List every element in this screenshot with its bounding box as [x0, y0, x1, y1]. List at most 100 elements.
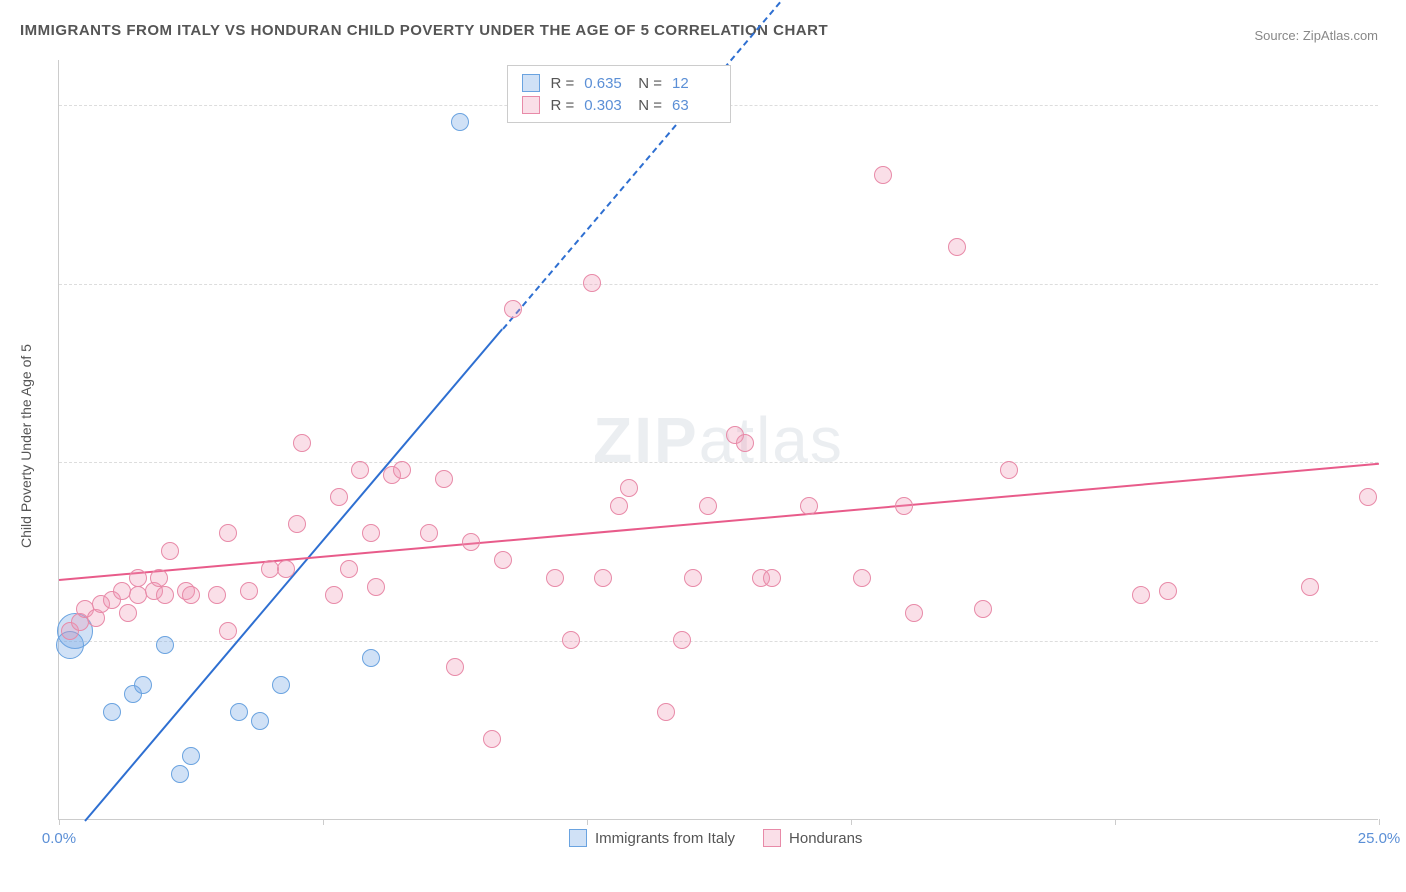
data-point-honduran: [367, 578, 385, 596]
trend-line: [502, 0, 852, 330]
legend-stats-row-honduran: R =0.303N =63: [522, 94, 716, 116]
data-point-honduran: [763, 569, 781, 587]
y-tick-label: 80.0%: [1386, 96, 1406, 113]
legend-label: Hondurans: [789, 830, 862, 847]
x-tick: [323, 819, 324, 825]
data-point-italy: [362, 649, 380, 667]
data-point-honduran: [435, 470, 453, 488]
x-tick: [1115, 819, 1116, 825]
data-point-honduran: [446, 658, 464, 676]
data-point-italy: [451, 113, 469, 131]
data-point-honduran: [208, 586, 226, 604]
data-point-honduran: [129, 569, 147, 587]
stat-n-label: N =: [638, 97, 662, 114]
data-point-honduran: [393, 461, 411, 479]
legend-swatch-honduran: [522, 96, 540, 114]
data-point-honduran: [1359, 488, 1377, 506]
data-point-honduran: [699, 497, 717, 515]
data-point-honduran: [362, 524, 380, 542]
data-point-honduran: [219, 524, 237, 542]
data-point-honduran: [420, 524, 438, 542]
data-point-honduran: [562, 631, 580, 649]
data-point-honduran: [240, 582, 258, 600]
plot-area: ZIPatlas 20.0%40.0%60.0%80.0%0.0%25.0%R …: [58, 60, 1378, 820]
legend-stats-row-italy: R = 0.635 N = 12: [522, 72, 716, 94]
x-tick: [59, 819, 60, 825]
y-tick-label: 20.0%: [1386, 633, 1406, 650]
data-point-italy: [156, 636, 174, 654]
legend-stats: R = 0.635 N = 12R = 0.303 N = 63: [507, 65, 731, 123]
legend-label: Immigrants from Italy: [595, 830, 735, 847]
chart-title: IMMIGRANTS FROM ITALY VS HONDURAN CHILD …: [20, 22, 828, 39]
data-point-italy: [171, 765, 189, 783]
gridline: [59, 641, 1378, 642]
data-point-italy: [272, 676, 290, 694]
x-tick: [851, 819, 852, 825]
data-point-honduran: [736, 434, 754, 452]
stat-n-value: 63: [672, 97, 716, 114]
data-point-honduran: [156, 586, 174, 604]
data-point-honduran: [895, 497, 913, 515]
x-tick: [587, 819, 588, 825]
data-point-honduran: [1159, 582, 1177, 600]
watermark: ZIPatlas: [593, 403, 844, 477]
data-point-honduran: [673, 631, 691, 649]
data-point-honduran: [351, 461, 369, 479]
data-point-honduran: [594, 569, 612, 587]
data-point-italy: [134, 676, 152, 694]
data-point-honduran: [1301, 578, 1319, 596]
watermark-bold: ZIP: [593, 404, 699, 476]
x-tick-label: 0.0%: [42, 830, 76, 847]
data-point-honduran: [853, 569, 871, 587]
data-point-italy: [103, 703, 121, 721]
data-point-honduran: [293, 434, 311, 452]
data-point-honduran: [277, 560, 295, 578]
data-point-honduran: [905, 604, 923, 622]
stat-r-label: R =: [550, 75, 574, 92]
data-point-honduran: [161, 542, 179, 560]
gridline: [59, 284, 1378, 285]
stat-n-label: N =: [638, 75, 662, 92]
trend-line: [85, 329, 504, 822]
x-tick-label: 25.0%: [1358, 830, 1401, 847]
data-point-honduran: [974, 600, 992, 618]
gridline: [59, 462, 1378, 463]
x-tick: [1379, 819, 1380, 825]
data-point-honduran: [583, 274, 601, 292]
data-point-honduran: [1132, 586, 1150, 604]
trend-line: [59, 462, 1379, 580]
data-point-honduran: [219, 622, 237, 640]
data-point-honduran: [325, 586, 343, 604]
data-point-honduran: [462, 533, 480, 551]
data-point-italy: [230, 703, 248, 721]
y-tick-label: 60.0%: [1386, 275, 1406, 292]
data-point-honduran: [504, 300, 522, 318]
legend-swatch-honduran: [763, 829, 781, 847]
data-point-honduran: [494, 551, 512, 569]
data-point-italy: [182, 747, 200, 765]
data-point-honduran: [1000, 461, 1018, 479]
y-axis-label: Child Poverty Under the Age of 5: [18, 344, 34, 548]
legend-swatch-italy: [522, 74, 540, 92]
legend-item-honduran: Hondurans: [763, 829, 862, 847]
legend-item-italy: Immigrants from Italy: [569, 829, 735, 847]
legend-swatch-italy: [569, 829, 587, 847]
data-point-honduran: [288, 515, 306, 533]
stat-r-value: 0.635: [584, 75, 628, 92]
legend-bottom: Immigrants from Italy Hondurans: [569, 829, 862, 847]
data-point-honduran: [657, 703, 675, 721]
source-attribution: Source: ZipAtlas.com: [1254, 28, 1378, 43]
stat-n-value: 12: [672, 75, 716, 92]
data-point-honduran: [684, 569, 702, 587]
data-point-honduran: [119, 604, 137, 622]
data-point-honduran: [610, 497, 628, 515]
watermark-light: atlas: [699, 404, 844, 476]
data-point-honduran: [546, 569, 564, 587]
data-point-honduran: [948, 238, 966, 256]
data-point-honduran: [330, 488, 348, 506]
data-point-honduran: [874, 166, 892, 184]
data-point-honduran: [150, 569, 168, 587]
stat-r-value: 0.303: [584, 97, 628, 114]
y-tick-label: 40.0%: [1386, 454, 1406, 471]
data-point-honduran: [182, 586, 200, 604]
